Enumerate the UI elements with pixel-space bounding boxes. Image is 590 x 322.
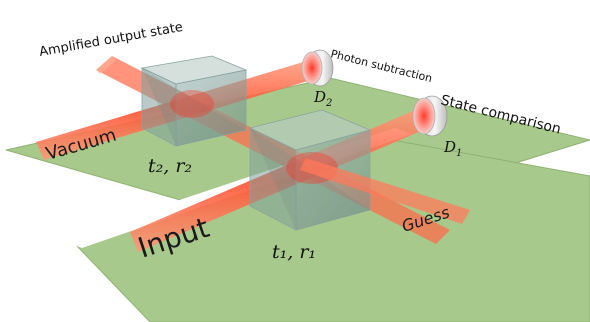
detector-d1-label: D1	[443, 138, 462, 159]
guess-beam	[300, 158, 470, 224]
beam-splitter-2	[140, 55, 248, 147]
detector-d1	[412, 95, 448, 137]
amplified-output-label: Amplified output state	[38, 20, 184, 60]
detector-d2-label: D2	[313, 88, 332, 109]
bs2-glow	[170, 90, 214, 118]
photon-subtraction-label: Photon subtraction	[329, 47, 433, 85]
bs2-parameters-label: t₂, r₂	[148, 155, 192, 177]
detector-d2	[301, 49, 334, 87]
output-beam-tip	[96, 56, 116, 74]
bs1-parameters-label: t₁, r₁	[272, 241, 316, 263]
